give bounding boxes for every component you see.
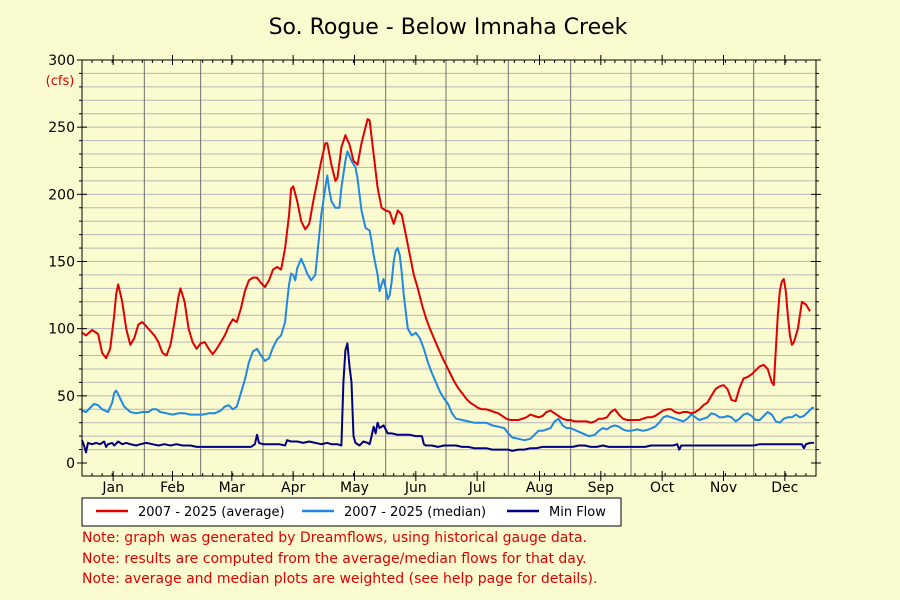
x-tick-label: Feb xyxy=(160,480,185,496)
y-axis-unit-label: (cfs) xyxy=(46,74,75,89)
x-tick-label: Nov xyxy=(710,480,737,496)
note-line-3: Note: average and median plots are weigh… xyxy=(82,571,597,587)
x-tick-label: Jan xyxy=(101,480,124,496)
y-tick-label: 100 xyxy=(48,322,75,338)
axis-ticks: 0 50 100 150 200 250 300 Jan Feb Mar Apr May Jun Jul A… xyxy=(48,53,821,496)
note-line-1: Note: graph was generated by Dreamflows,… xyxy=(82,530,587,546)
x-tick-label: Aug xyxy=(526,480,553,496)
series-line-3 xyxy=(81,342,814,454)
y-tick-label: 300 xyxy=(48,53,75,69)
x-tick-label: Sep xyxy=(588,480,615,496)
y-tick-label: 50 xyxy=(57,389,75,405)
y-tick-label: 250 xyxy=(48,120,75,136)
legend-label-2: 2007 - 2025 (median) xyxy=(344,505,486,520)
x-tick-label: Oct xyxy=(650,480,675,496)
x-tick-label: Apr xyxy=(281,480,305,496)
series-lines xyxy=(81,118,814,454)
x-tick-label: Mar xyxy=(219,480,246,496)
x-tick-label: May xyxy=(340,480,369,496)
legend-label-3: Min Flow xyxy=(549,505,606,520)
y-tick-label: 0 xyxy=(66,456,75,472)
series-line-2 xyxy=(81,150,814,442)
x-tick-label: Dec xyxy=(771,480,798,496)
y-tick-label: 150 xyxy=(48,255,75,271)
chart-title: So. Rogue - Below Imnaha Creek xyxy=(269,15,628,40)
x-tick-label: Jul xyxy=(468,480,486,496)
note-line-2: Note: results are computed from the aver… xyxy=(82,551,587,567)
x-tick-label: Jun xyxy=(404,480,427,496)
legend-label-1: 2007 - 2025 (average) xyxy=(138,505,285,520)
y-tick-label: 200 xyxy=(48,187,75,203)
plot-frame xyxy=(81,59,817,477)
series-line-1 xyxy=(81,118,811,424)
legend: 2007 - 2025 (average) 2007 - 2025 (median… xyxy=(81,497,622,527)
notes: Note: graph was generated by Dreamflows,… xyxy=(82,530,597,587)
